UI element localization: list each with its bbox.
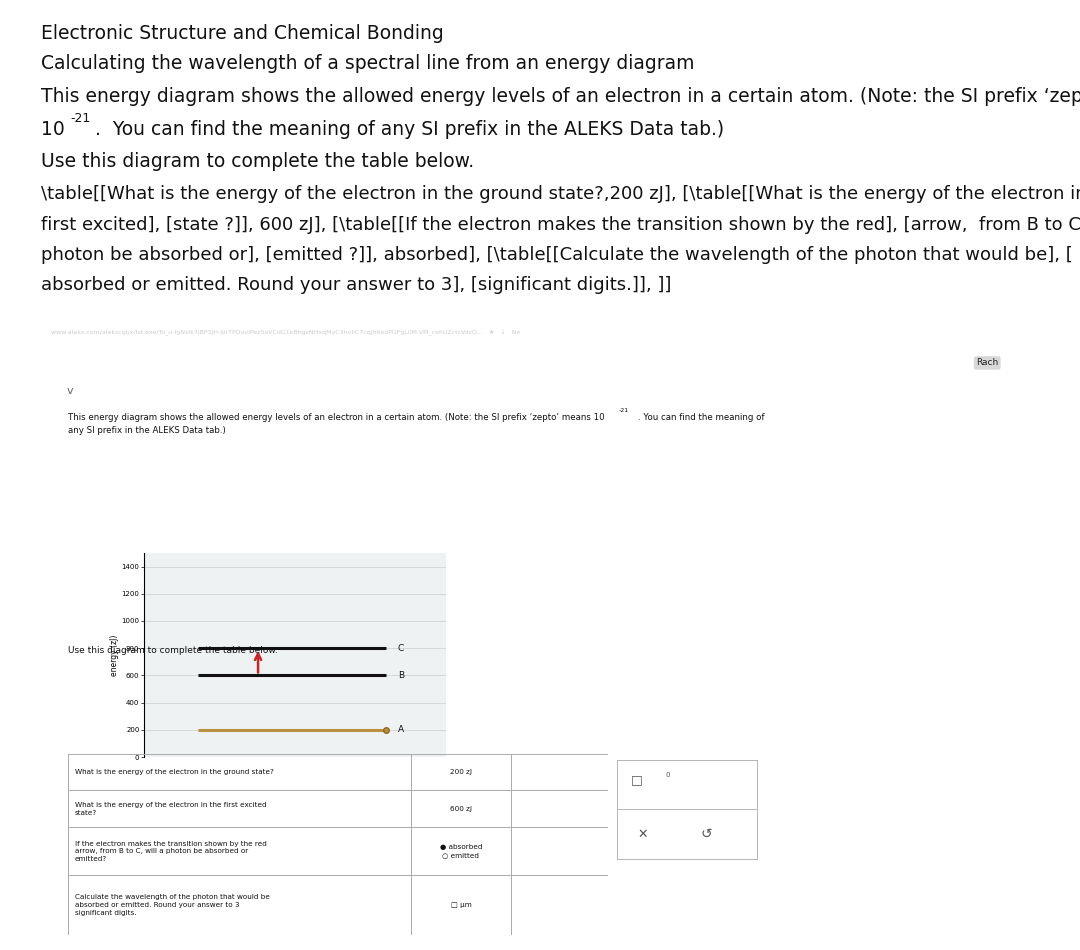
Text: photon be absorbed or], [emitted ?]], absorbed], [\table[[Calculate the waveleng: photon be absorbed or], [emitted ?]], ab…: [41, 246, 1072, 264]
Text: This energy diagram shows the allowed energy levels of an electron in a certain : This energy diagram shows the allowed en…: [68, 413, 605, 422]
Text: ─────────  0/5: ───────── 0/5: [770, 356, 828, 366]
Text: □ μm: □ μm: [450, 902, 471, 908]
Text: ✕: ✕: [637, 827, 648, 841]
Text: .  You can find the meaning of any SI prefix in the ALEKS Data tab.): . You can find the meaning of any SI pre…: [89, 120, 724, 139]
Text: any SI prefix in the ALEKS Data tab.): any SI prefix in the ALEKS Data tab.): [68, 426, 226, 434]
Text: \table[[What is the energy of the electron in the ground state?,200 zJ], [\table: \table[[What is the energy of the electr…: [41, 185, 1080, 203]
Text: Use this diagram to complete the table below.: Use this diagram to complete the table b…: [68, 646, 278, 655]
Text: . You can find the meaning of: . You can find the meaning of: [638, 413, 765, 422]
Text: -21: -21: [70, 112, 91, 125]
Text: www.aleks.com/alekscgi/x/lst.exe/To_u-lgNsIk7jBP3jH-ljirTPOavlPez5aVCdG1kBhgzNHx: www.aleks.com/alekscgi/x/lst.exe/To_u-lg…: [51, 331, 521, 336]
Text: 10: 10: [41, 120, 65, 139]
Text: absorbed or emitted. Round your answer to 3], [significant digits.]], ]]: absorbed or emitted. Round your answer t…: [41, 276, 672, 294]
Text: ○: ○: [75, 348, 82, 357]
Text: ● absorbed
○ emitted: ● absorbed ○ emitted: [440, 845, 482, 858]
Text: v: v: [66, 387, 73, 396]
Text: first excited], [state ?]], 600 zJ], [\table[[If the electron makes the transiti: first excited], [state ?]], 600 zJ], [\t…: [41, 216, 1080, 234]
Text: Rach: Rach: [976, 358, 998, 368]
Text: -21: -21: [619, 408, 629, 413]
Text: Electronic Structure and Chemical Bonding: Electronic Structure and Chemical Bondin…: [81, 346, 246, 355]
Text: ↺: ↺: [701, 827, 713, 841]
Text: 0: 0: [665, 771, 671, 778]
Text: This energy diagram shows the allowed energy levels of an electron in a certain : This energy diagram shows the allowed en…: [41, 87, 1080, 106]
Text: Calculate the wavelength of the photon that would be
absorbed or emitted. Round : Calculate the wavelength of the photon t…: [75, 894, 269, 916]
Text: 200 zJ: 200 zJ: [450, 770, 472, 775]
Text: What is the energy of the electron in the first excited
state?: What is the energy of the electron in th…: [75, 802, 266, 816]
Text: Electronic Structure and Chemical Bonding: Electronic Structure and Chemical Bondin…: [41, 24, 444, 43]
Text: If the electron makes the transition shown by the red
arrow, from B to C, will a: If the electron makes the transition sho…: [75, 841, 267, 862]
Text: ≡: ≡: [53, 353, 66, 369]
Text: A: A: [397, 726, 404, 734]
Text: Calculating the wavelength of a spectral line from an energy diagram: Calculating the wavelength of a spectral…: [81, 364, 437, 373]
Y-axis label: energy (zJ): energy (zJ): [110, 635, 119, 675]
Text: 600 zJ: 600 zJ: [450, 806, 472, 812]
Text: Use this diagram to complete the table below.: Use this diagram to complete the table b…: [41, 152, 474, 171]
Text: B: B: [397, 671, 404, 680]
Text: What is the energy of the electron in the ground state?: What is the energy of the electron in th…: [75, 770, 273, 775]
Text: C: C: [397, 644, 404, 653]
Text: □: □: [631, 773, 643, 786]
Text: Calculating the wavelength of a spectral line from an energy diagram: Calculating the wavelength of a spectral…: [41, 54, 694, 73]
